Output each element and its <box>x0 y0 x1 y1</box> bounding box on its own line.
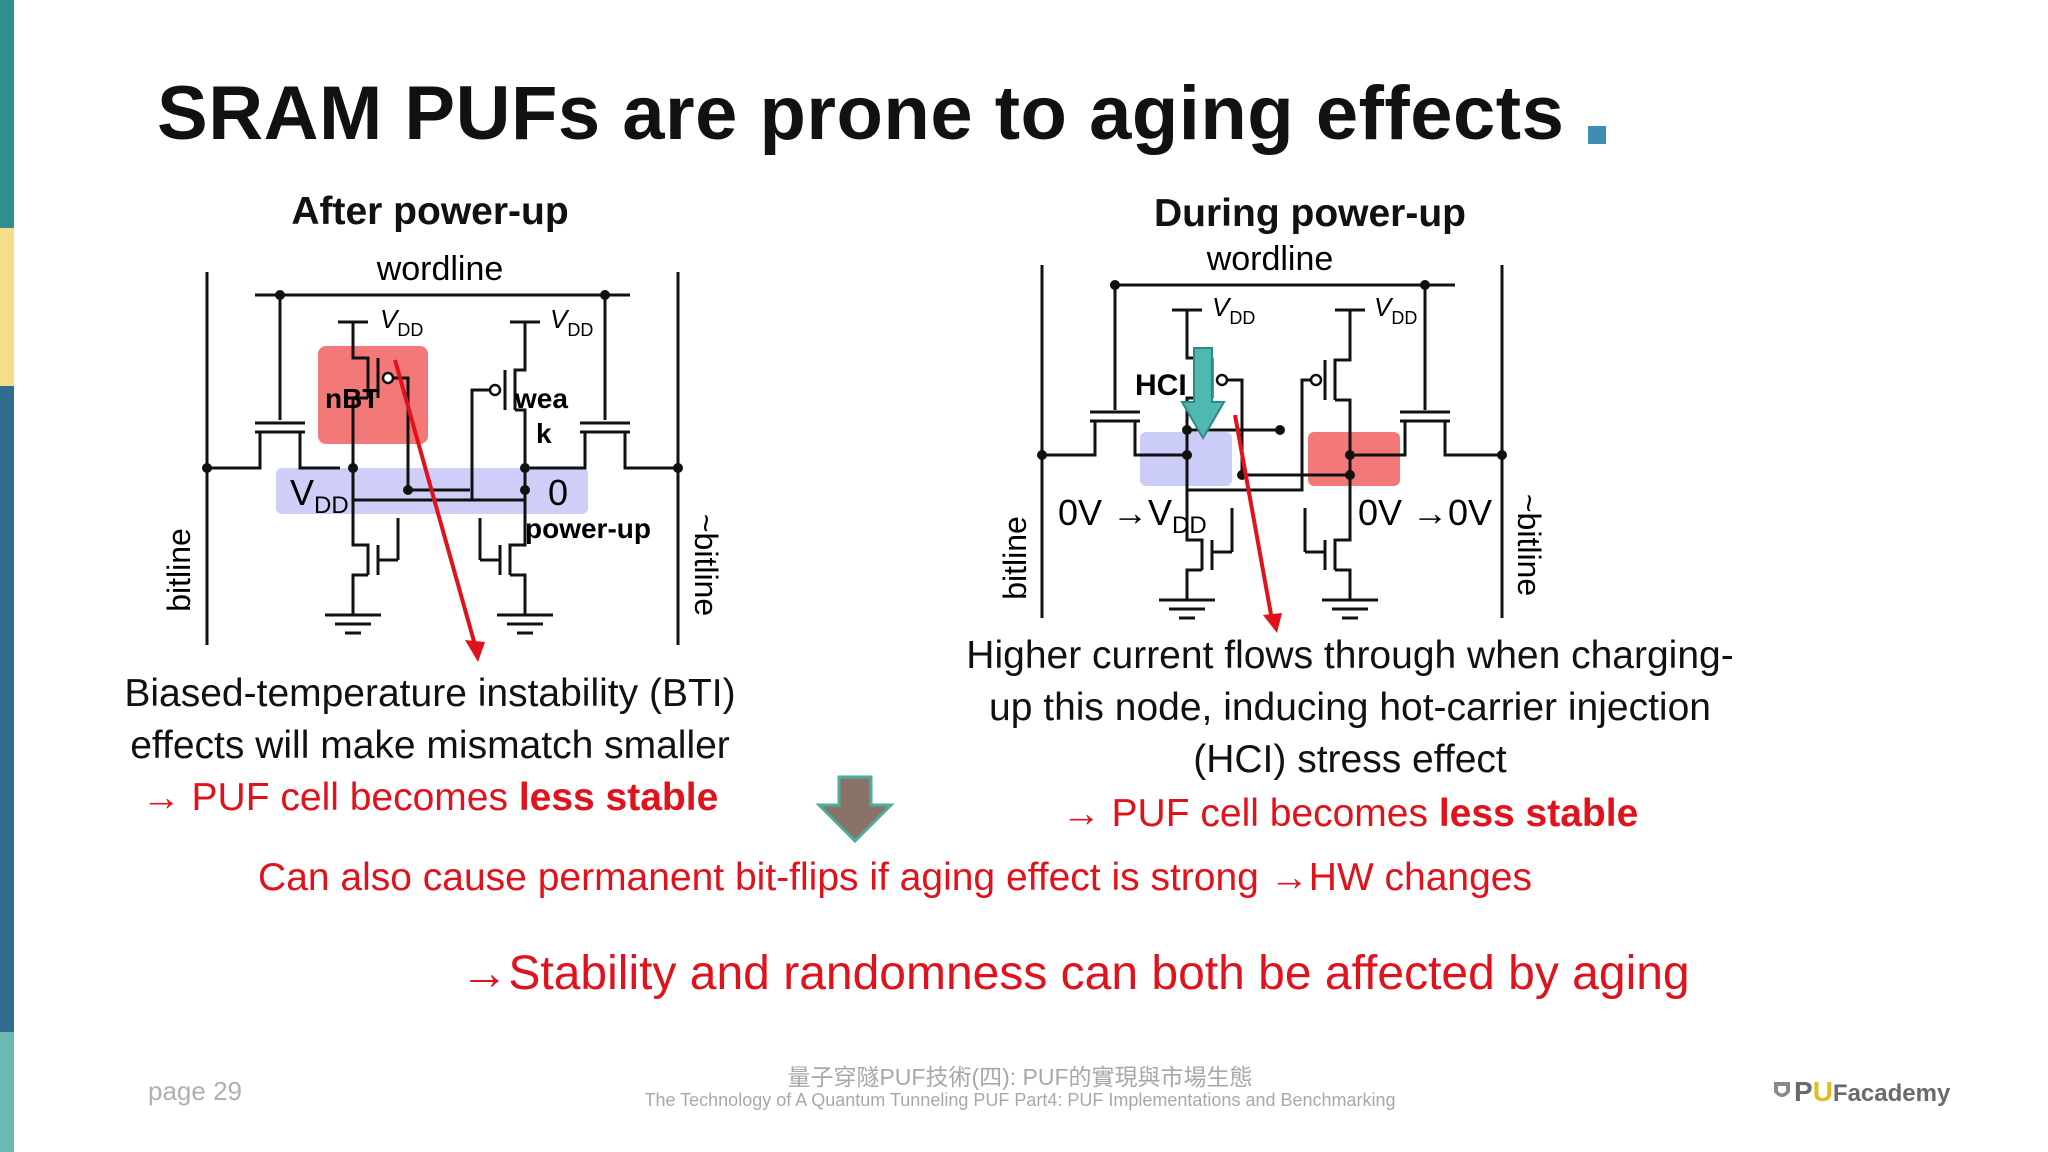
right-bitline-bar-label: ~bitline <box>1511 494 1547 596</box>
svg-text:VDD: VDD <box>550 304 593 340</box>
bitflip-text: Can also cause permanent bit-flips if ag… <box>258 856 1259 899</box>
down-arrow-icon <box>815 775 895 844</box>
powerup-label: power-up <box>525 513 651 544</box>
right-caption: Higher current flows through when chargi… <box>900 630 1800 840</box>
left-caption-line2: effects will make mismatch smaller <box>130 724 730 767</box>
title-accent-square <box>1588 126 1606 144</box>
left-result: → PUF cell becomes less stable <box>60 772 800 824</box>
right-red-arrowhead <box>1263 613 1282 633</box>
left-accent-bar <box>0 0 14 1152</box>
logo-p: P <box>1794 1076 1813 1107</box>
nbt-label: nBT <box>325 383 379 414</box>
svg-text:VDD: VDD <box>380 304 423 340</box>
footer-chinese-title: 量子穿隧PUF技術(四): PUF的實現與市場生態 <box>787 1064 1253 1090</box>
left-caption: Biased-temperature instability (BTI) eff… <box>60 668 800 824</box>
right-sram-circuit: wordline VDD VDD HCI 0V →VDD 0V →0V bitl… <box>997 240 1547 633</box>
right-node-left-sub: DD <box>1172 512 1207 539</box>
bitflip-result: →HW changes <box>1269 856 1532 899</box>
right-node-left-text: 0V →V <box>1058 492 1172 533</box>
bitflip-note: Can also cause permanent bit-flips if ag… <box>160 852 1630 904</box>
left-node-vdd-sub: DD <box>314 492 349 519</box>
right-node-highlight <box>1308 432 1400 486</box>
right-caption-line2: up this node, inducing hot-carrier injec… <box>989 686 1711 729</box>
left-vdd1-label: V <box>380 304 400 334</box>
left-wordline-label: wordline <box>376 250 504 288</box>
right-vdd2-sub: DD <box>1391 308 1417 328</box>
logo-rest: Facademy <box>1832 1080 1951 1107</box>
right-panel-heading: During power-up <box>1154 192 1466 235</box>
right-vdd1-sub: DD <box>1229 308 1255 328</box>
right-caption-line3: (HCI) stress effect <box>1193 738 1507 781</box>
weak-label-2: k <box>536 418 552 449</box>
conclusion: →Stability and randomness can both be af… <box>460 947 1690 1000</box>
right-node-right-text: 0V →0V <box>1358 492 1492 533</box>
left-caption-line1: Biased-temperature instability (BTI) <box>124 672 736 715</box>
left-vdd2-sub: DD <box>567 320 593 340</box>
right-result: → PUF cell becomes less stable <box>900 788 1800 840</box>
svg-text:VDD: VDD <box>1212 292 1255 328</box>
nbt-highlight <box>318 346 428 444</box>
svg-text:0V →VDD: 0V →VDD <box>1058 492 1207 539</box>
footer-english-title: The Technology of A Quantum Tunneling PU… <box>644 1090 1396 1110</box>
left-panel-heading: After power-up <box>291 190 569 233</box>
left-vdd1-sub: DD <box>397 320 423 340</box>
svg-text:VDD: VDD <box>1374 292 1417 328</box>
right-result-bold: less stable <box>1438 792 1639 835</box>
left-result-bold: less stable <box>518 776 719 819</box>
slide-title: SRAM PUFs are prone to aging effects <box>157 71 1565 156</box>
hci-label: HCI <box>1135 369 1187 402</box>
right-result-prefix: → PUF cell becomes <box>1061 792 1439 835</box>
weak-label-1: wea <box>514 383 568 414</box>
left-sram-circuit: wordline VDD VDD nBT wea k VDD 0 power-u… <box>161 250 724 662</box>
right-vdd2-label: V <box>1374 292 1394 322</box>
logo-u: U <box>1812 1076 1833 1107</box>
left-bitline-label: bitline <box>161 528 197 612</box>
left-node-vdd: V <box>290 472 314 513</box>
right-bitline-label: bitline <box>997 516 1033 600</box>
logo-mark-icon <box>1774 1082 1790 1097</box>
right-vdd1-label: V <box>1212 292 1232 322</box>
right-wordline-label: wordline <box>1206 240 1334 278</box>
left-red-arrowhead <box>465 640 485 662</box>
hci-arrow-icon <box>1180 347 1226 440</box>
svg-text:VDD: VDD <box>290 472 349 519</box>
left-node-zero: 0 <box>548 472 568 513</box>
left-result-prefix: → PUF cell becomes <box>141 776 519 819</box>
right-caption-line1: Higher current flows through when chargi… <box>966 634 1734 677</box>
left-vdd2-label: V <box>550 304 570 334</box>
left-bitline-bar-label: ~bitline <box>688 514 724 616</box>
puf-academy-logo: PUFacademy <box>1770 1076 1950 1108</box>
page-number: page 29 <box>148 1076 242 1106</box>
